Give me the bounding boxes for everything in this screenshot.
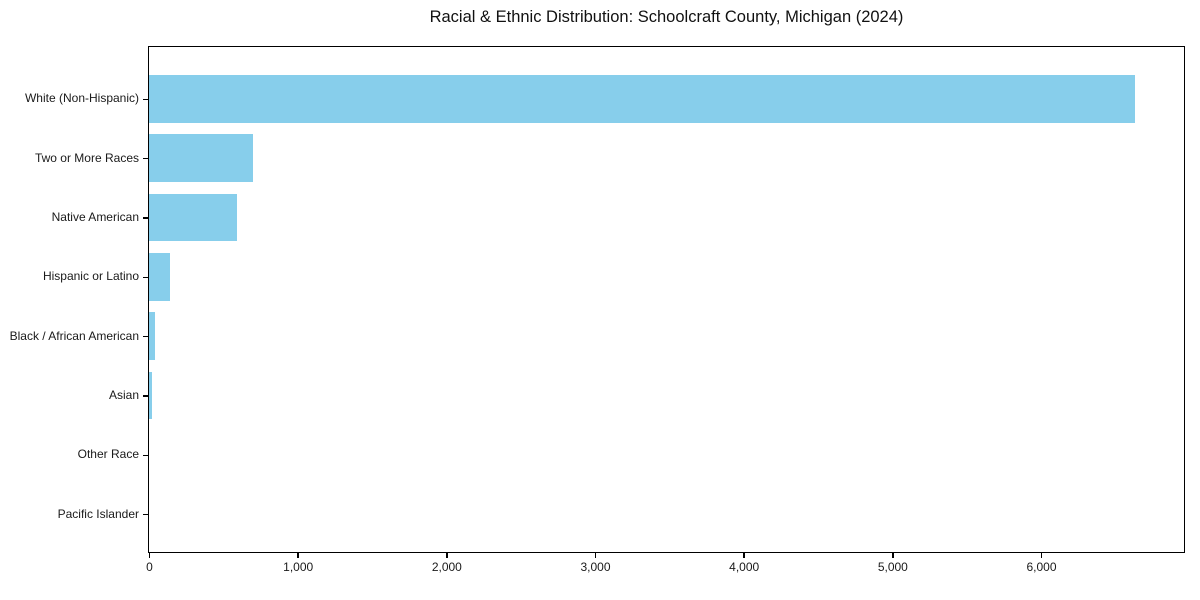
y-tick-mark [143, 98, 148, 100]
x-tick-mark [743, 553, 745, 558]
bar [149, 193, 237, 242]
y-tick-label: Black / African American [9, 328, 139, 343]
x-tick-mark [297, 553, 299, 558]
y-tick-label: Pacific Islander [57, 506, 139, 521]
x-tick-label: 3,000 [580, 560, 611, 574]
x-tick-label: 1,000 [283, 560, 314, 574]
bar [149, 371, 152, 420]
y-tick-label: Two or More Races [34, 150, 139, 165]
x-tick-mark [148, 553, 151, 558]
y-tick-label: Other Race [77, 447, 139, 462]
bar [149, 253, 170, 301]
y-tick-mark [143, 276, 148, 279]
y-tick-label: Asian [108, 388, 139, 402]
plot-area [148, 46, 1185, 553]
x-tick-mark [892, 553, 894, 558]
y-tick-mark [143, 217, 148, 219]
x-tick-label: 6,000 [1026, 560, 1057, 574]
y-tick-mark [143, 157, 148, 160]
y-tick-label: Hispanic or Latino [42, 269, 139, 284]
bar [149, 75, 1136, 123]
y-tick-mark [143, 513, 148, 516]
y-tick-label: Native American [51, 209, 139, 224]
x-tick-mark [594, 553, 597, 558]
x-tick-mark [1040, 553, 1043, 558]
x-tick-label: 5,000 [877, 560, 908, 574]
y-tick-mark [143, 335, 148, 338]
x-tick-label: 2,000 [431, 560, 462, 574]
bar [149, 312, 155, 360]
x-tick-mark [446, 553, 448, 558]
y-tick-mark [143, 395, 148, 397]
chart-title: Racial & Ethnic Distribution: Schoolcraf… [429, 8, 904, 26]
x-tick-label: 0 [146, 560, 153, 574]
bar [149, 134, 254, 182]
y-tick-label: White (Non-Hispanic) [24, 91, 139, 106]
y-tick-mark [143, 454, 148, 457]
x-tick-label: 4,000 [729, 560, 760, 574]
